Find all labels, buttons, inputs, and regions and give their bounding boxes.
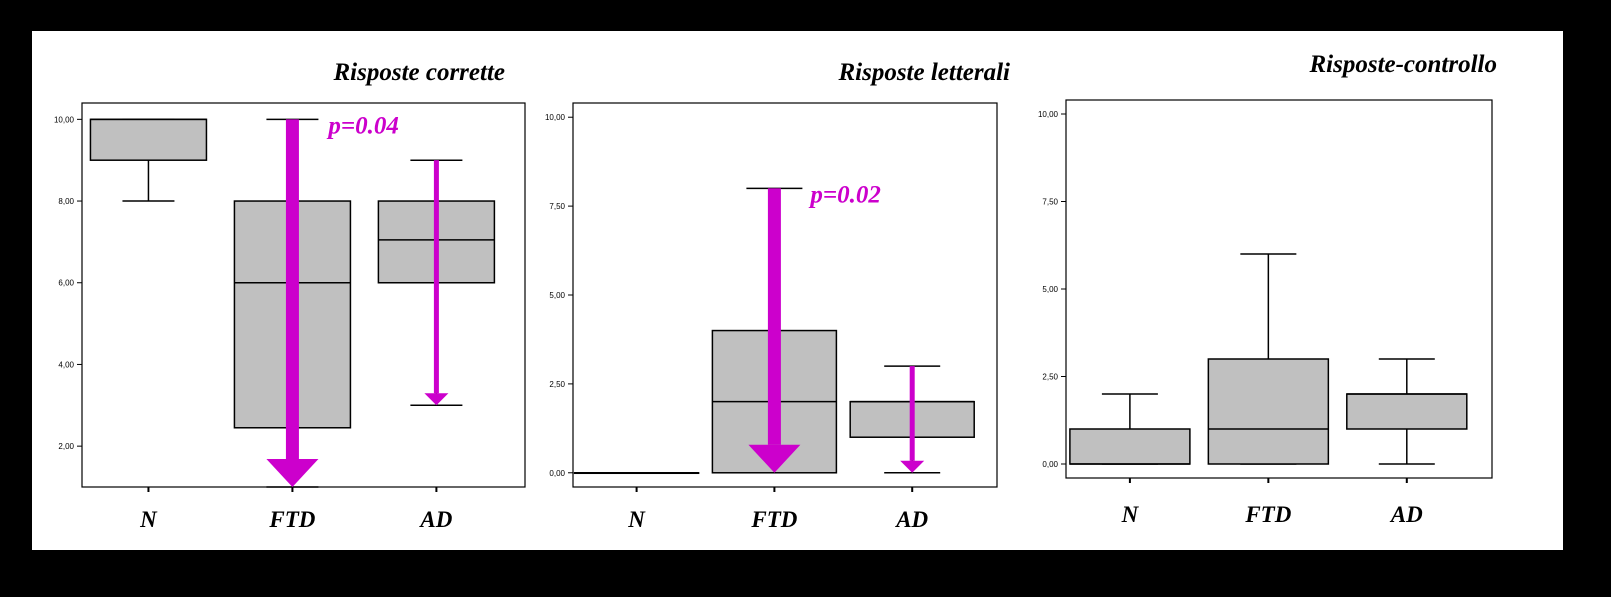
y-tick-label: 8,00 [58,197,74,206]
y-tick-label: 10,00 [545,113,566,122]
chart-title: Risposte-controllo [1308,51,1497,78]
p-value-label: p=0.02 [808,181,881,208]
y-tick-label: 10,00 [1038,110,1059,119]
arrow-head [900,460,925,473]
category-label: AD [1389,502,1423,527]
chart-2: Risposte letterali 0,00 2,50 5,00 7,50 10,00 N… [545,59,1010,532]
category-label: AD [418,507,452,532]
chart-3: Risposte-controllo 0,00 2,50 5,00 7,50 10,00 N… [1038,51,1497,527]
category-label: FTD [268,507,315,532]
iqr-box [89,118,208,161]
category-label: FTD [1244,502,1291,527]
y-tick-label: 4,00 [58,360,74,369]
box-N [573,472,700,475]
arrow-FTD: p=0.02 [748,181,881,473]
category-label: N [627,507,646,532]
category-label: AD [894,507,928,532]
iqr-box [1207,358,1330,465]
p-value-label: p=0.04 [326,112,399,139]
y-tick-label: 0,00 [549,469,565,478]
y-tick-label: 7,50 [1042,198,1058,207]
y-tick-label: 5,00 [1042,285,1058,294]
arrow-head [748,444,801,473]
y-tick-label: 0,00 [1042,460,1058,469]
box-FTD [1207,253,1330,465]
arrow-head [266,459,319,487]
box-AD [1346,358,1468,465]
category-label: N [139,507,158,532]
y-tick-label: 5,00 [549,291,565,300]
y-tick-label: 10,00 [54,115,75,124]
box-N [1069,393,1191,465]
y-tick-label: 2,00 [58,442,74,451]
y-tick-label: 6,00 [58,279,74,288]
category-label: FTD [750,507,797,532]
arrow-head [424,393,449,406]
arrow-shaft [285,119,299,459]
arrow-shaft [909,366,915,461]
arrow-shaft [767,188,781,445]
arrow-AD [900,366,925,473]
chart-title: Risposte letterali [837,59,1010,86]
chart-1: Risposte corrette 2,00 4,00 6,00 8,00 10,00 N F… [54,59,526,532]
y-tick-label: 2,50 [549,380,565,389]
box-N [89,118,208,202]
arrow-AD [424,160,449,406]
category-label: N [1121,502,1140,527]
iqr-box [1346,393,1468,430]
y-tick-label: 2,50 [1042,373,1058,382]
iqr-box [1069,428,1191,465]
arrow-shaft [433,160,439,394]
chart-title: Risposte corrette [332,59,505,86]
arrow-FTD: p=0.04 [266,112,399,487]
y-tick-label: 7,50 [549,202,565,211]
